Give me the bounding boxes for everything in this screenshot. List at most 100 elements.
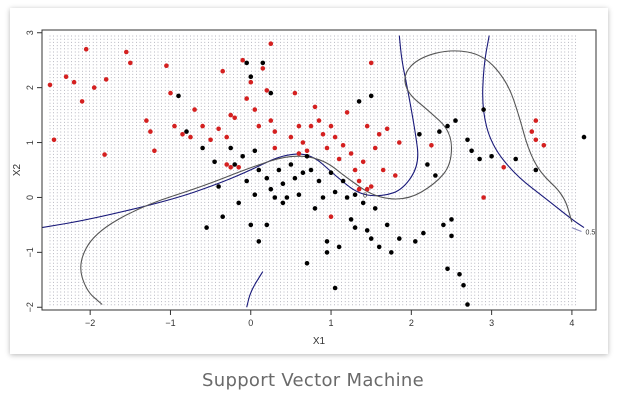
data-point [128, 60, 133, 66]
data-point [204, 225, 209, 230]
data-point [236, 165, 241, 170]
data-point [320, 132, 326, 137]
decision-contour-line [80, 50, 573, 305]
data-point [344, 195, 350, 200]
data-point [449, 233, 454, 239]
data-point [256, 239, 262, 244]
data-point [200, 145, 205, 151]
data-point [368, 60, 374, 66]
data-point [300, 170, 306, 175]
data-point [368, 184, 374, 189]
x-tick-label: −2 [85, 318, 95, 328]
data-point [280, 181, 286, 186]
data-point [328, 214, 334, 219]
data-point [372, 145, 378, 151]
data-point [103, 77, 109, 82]
data-point [248, 74, 254, 79]
data-point [312, 104, 318, 110]
data-point [433, 173, 438, 178]
data-point [324, 239, 330, 244]
data-point [581, 134, 587, 140]
data-point [397, 140, 402, 145]
data-point [168, 90, 173, 96]
figure-caption: Support Vector Machine [202, 370, 424, 391]
data-point [228, 112, 233, 118]
data-point [352, 167, 358, 173]
data-point [328, 123, 334, 129]
data-point [252, 148, 258, 154]
data-point [541, 143, 547, 148]
x-axis-label: X1 [313, 336, 326, 347]
data-point [421, 230, 426, 236]
data-point [465, 137, 470, 143]
data-point [224, 134, 229, 140]
plot-frame [41, 29, 597, 311]
data-point [288, 162, 294, 167]
data-point [71, 79, 77, 85]
data-point [280, 200, 286, 206]
data-point [288, 134, 294, 140]
data-point [316, 178, 322, 184]
decision-contours: 00.5 [41, 35, 595, 308]
data-point [152, 148, 157, 154]
data-point [124, 49, 129, 55]
x-tick-label: 0 [248, 318, 253, 328]
axes: −2 −1 0 1 2 3 4 −2 −1 0 1 2 3 [25, 30, 574, 328]
decision-contour-line [41, 35, 419, 229]
data-point [212, 159, 217, 165]
data-point [356, 186, 362, 192]
data-point [144, 118, 149, 123]
data-points [47, 41, 587, 307]
data-point [533, 137, 539, 143]
x-tick-label: 3 [489, 318, 494, 328]
data-point [332, 285, 338, 291]
data-point [348, 217, 354, 222]
data-point [417, 132, 422, 137]
data-point [236, 200, 241, 206]
data-point [529, 129, 535, 134]
data-point [348, 151, 354, 156]
data-point [384, 126, 390, 132]
data-point [445, 266, 450, 272]
data-point [91, 85, 97, 90]
data-point [264, 222, 270, 228]
y-tick-label: −2 [25, 302, 35, 312]
data-point [469, 148, 474, 154]
data-point [352, 225, 358, 230]
data-point [533, 118, 539, 123]
data-point [51, 137, 57, 143]
data-point [316, 118, 322, 123]
data-point [232, 162, 237, 167]
data-point [244, 60, 249, 66]
data-point [176, 93, 181, 99]
data-point [220, 68, 225, 74]
data-point [324, 145, 330, 151]
data-point [248, 222, 254, 228]
data-point [284, 195, 290, 200]
data-point [533, 167, 539, 173]
data-point [208, 137, 213, 143]
x-tick-label: −1 [165, 318, 175, 328]
data-point [63, 74, 69, 79]
data-point [356, 178, 362, 184]
data-point [481, 195, 486, 200]
data-point [360, 200, 366, 206]
data-point [445, 123, 450, 129]
y-tick-label: 1 [25, 140, 35, 145]
x-tick-label: 1 [329, 318, 334, 328]
x-tick-label: 4 [569, 318, 574, 328]
data-point [296, 192, 302, 197]
decision-grid [49, 35, 576, 308]
data-point [248, 79, 254, 85]
data-point [192, 107, 197, 112]
data-point [328, 170, 334, 175]
data-point [224, 162, 229, 167]
data-point [268, 118, 274, 123]
data-point [356, 99, 362, 104]
data-point [268, 186, 274, 192]
data-point [312, 206, 318, 211]
data-point [264, 88, 270, 93]
data-point [292, 175, 298, 181]
data-point [47, 82, 53, 88]
